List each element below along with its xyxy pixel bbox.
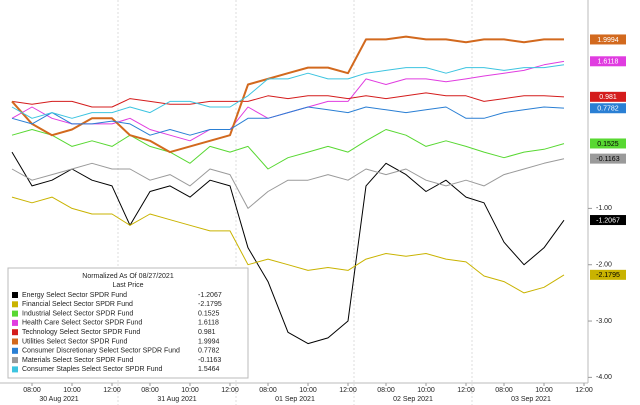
legend-label: Technology Select Sector SPDR Fund (22, 329, 140, 336)
day-label: 31 Aug 2021 (157, 396, 196, 403)
legend-label: Health Care Select Sector SPDR Fund (22, 320, 142, 327)
end-label: -0.1163 (596, 156, 619, 163)
x-tick-label: 12:00 (457, 387, 475, 394)
legend-label: Materials Select Sector SPDR Fund (22, 357, 133, 364)
x-tick-label: 08:00 (141, 387, 159, 394)
end-label: 1.6118 (598, 59, 619, 66)
legend-swatch (12, 347, 18, 354)
legend-subtitle: Last Price (112, 282, 143, 289)
legend-swatch (12, 301, 18, 308)
x-tick-label: 12:00 (221, 387, 239, 394)
end-label: -2.1795 (596, 272, 620, 279)
legend-value: -2.1795 (198, 301, 222, 308)
legend-value: 0.981 (198, 329, 216, 336)
x-tick-label: 12:00 (575, 387, 593, 394)
x-tick-label: 12:00 (339, 387, 357, 394)
series-line (11, 64, 565, 119)
x-tick-label: 10:00 (535, 387, 553, 394)
x-tick-label: 10:00 (299, 387, 317, 394)
legend-swatch (12, 319, 18, 326)
end-label: 0.1525 (597, 141, 619, 148)
y-tick-label: -1.00 (596, 205, 612, 212)
x-tick-label: 08:00 (495, 387, 513, 394)
legend-label: Energy Select Sector SPDR Fund (22, 292, 127, 299)
end-label-box (590, 215, 626, 226)
end-label: 1.9994 (597, 37, 619, 44)
end-label-box (590, 138, 626, 149)
legend-value: 1.9994 (198, 338, 220, 345)
legend-swatch (12, 366, 18, 373)
legend-value: 0.1525 (198, 310, 220, 317)
end-label: -1.2067 (596, 217, 620, 224)
legend-label: Financial Select Sector SPDR Fund (22, 301, 133, 308)
x-tick-label: 10:00 (63, 387, 81, 394)
x-tick-label: 08:00 (259, 387, 277, 394)
legend-label: Consumer Discretionary Select Sector SPD… (22, 348, 180, 355)
x-tick-label: 10:00 (417, 387, 435, 394)
end-label-box (590, 103, 626, 114)
x-tick-label: 08:00 (23, 387, 41, 394)
legend-label: Industrial Select Sector SPDR Fund (22, 310, 133, 317)
legend-value: 1.6118 (198, 320, 219, 327)
legend-value: 1.5464 (198, 366, 220, 373)
series-line (11, 158, 565, 209)
end-label-box (590, 91, 626, 102)
end-label-box (590, 269, 626, 280)
series-line (11, 129, 565, 170)
end-label: 0.7782 (597, 106, 619, 113)
legend-value: 0.7782 (198, 348, 220, 355)
end-label-box (590, 56, 626, 67)
day-label: 01 Sep 2021 (275, 396, 315, 403)
day-label: 30 Aug 2021 (39, 396, 78, 403)
end-label-box (590, 153, 626, 164)
y-tick-label: -2.00 (596, 262, 612, 269)
day-label: 02 Sep 2021 (393, 396, 433, 403)
series-line (11, 92, 565, 108)
y-tick-label: -4.00 (596, 374, 612, 381)
legend-box (7, 267, 249, 379)
x-tick-label: 08:00 (377, 387, 395, 394)
legend-swatch (12, 338, 18, 345)
day-label: 03 Sep 2021 (511, 396, 551, 403)
legend-title: Normalized As Of 08/27/2021 (82, 273, 174, 280)
legend-swatch (12, 357, 18, 364)
series-line (11, 106, 565, 136)
series-line (11, 151, 565, 345)
legend-swatch (12, 310, 18, 317)
legend-label: Consumer Staples Select Sector SPDR Fund (22, 366, 163, 373)
series-line (11, 35, 564, 154)
end-label: 0.981 (599, 94, 617, 101)
legend-swatch (12, 329, 18, 336)
legend-swatch (12, 292, 18, 298)
legend-value: -0.1163 (198, 357, 221, 364)
legend-label: Utilities Select Sector SPDR Fund (22, 338, 128, 345)
x-tick-label: 10:00 (181, 387, 199, 394)
end-label-box (590, 34, 626, 45)
y-tick-label: -3.00 (596, 318, 612, 325)
x-tick-label: 12:00 (103, 387, 121, 394)
series-line (11, 196, 565, 294)
legend-value: -1.2067 (198, 292, 222, 299)
